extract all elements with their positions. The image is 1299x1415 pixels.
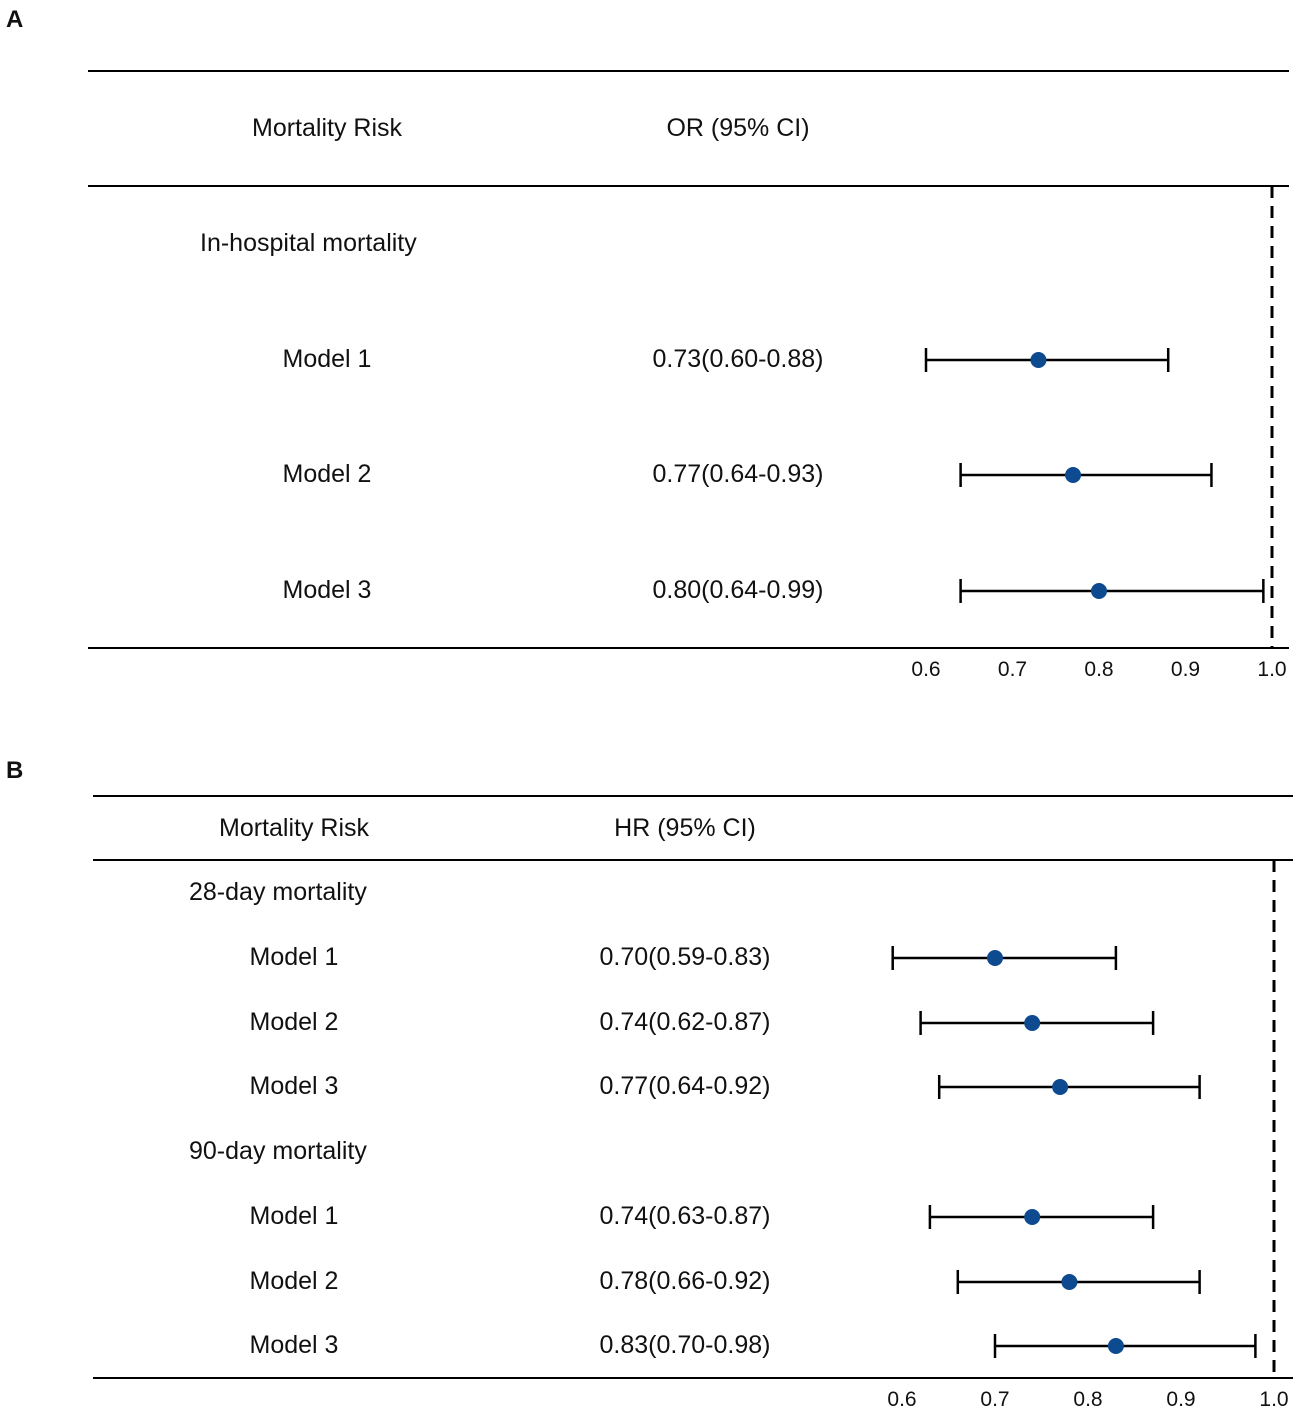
- header-rule: [93, 859, 1293, 861]
- x-tick-label: 0.9: [1170, 657, 1201, 681]
- x-tick-label: 0.6: [887, 1387, 917, 1411]
- row-estimate-text: 0.70(0.59-0.83): [599, 942, 771, 971]
- top-rule: [93, 795, 1293, 797]
- estimate-point: [1091, 583, 1107, 599]
- estimate-point: [1052, 1079, 1069, 1095]
- row-estimate-text: 0.74(0.63-0.87): [599, 1201, 771, 1230]
- estimate-point: [1061, 1274, 1078, 1290]
- row-estimate-text: 0.83(0.70-0.98): [599, 1330, 771, 1359]
- row-label: Model 2: [282, 459, 372, 488]
- row-label: Model 1: [249, 942, 339, 971]
- row-label: Model 3: [282, 575, 372, 604]
- group-label: In-hospital mortality: [200, 228, 417, 257]
- top-rule: [88, 70, 1289, 72]
- column-header-label: Mortality Risk: [218, 813, 370, 842]
- row-label: Model 1: [249, 1201, 339, 1230]
- bottom-rule: [88, 647, 1289, 649]
- x-tick-label: 1.0: [1259, 1387, 1289, 1411]
- row-label: Model 1: [282, 344, 372, 373]
- row-label: Model 3: [249, 1071, 339, 1100]
- panel-label: A: [6, 6, 24, 33]
- x-tick-label: 0.8: [1084, 657, 1114, 681]
- row-estimate-text: 0.73(0.60-0.88): [652, 344, 824, 373]
- x-tick-label: 0.7: [980, 1387, 1010, 1411]
- x-tick-label: 0.9: [1166, 1387, 1196, 1411]
- estimate-point: [1030, 352, 1047, 368]
- group-label: 90-day mortality: [189, 1136, 367, 1165]
- row-label: Model 2: [249, 1266, 339, 1295]
- row-estimate-text: 0.77(0.64-0.93): [652, 459, 824, 488]
- panel-label: B: [6, 757, 24, 784]
- group-label: 28-day mortality: [189, 877, 367, 906]
- column-header-label: Mortality Risk: [251, 113, 403, 142]
- x-tick-label: 0.7: [997, 657, 1028, 681]
- header-rule: [88, 185, 1289, 187]
- row-estimate-text: 0.77(0.64-0.92): [599, 1071, 771, 1100]
- estimate-point: [987, 950, 1003, 966]
- column-header-stat: HR (95% CI): [614, 813, 756, 842]
- row-label: Model 2: [249, 1007, 339, 1036]
- row-label: Model 3: [249, 1330, 339, 1359]
- x-tick-label: 0.8: [1073, 1387, 1103, 1411]
- estimate-point: [1065, 467, 1082, 483]
- row-estimate-text: 0.74(0.62-0.87): [599, 1007, 771, 1036]
- x-tick-label: 0.6: [911, 657, 941, 681]
- estimate-point: [1107, 1338, 1124, 1354]
- row-estimate-text: 0.80(0.64-0.99): [652, 575, 824, 604]
- row-estimate-text: 0.78(0.66-0.92): [599, 1266, 771, 1295]
- bottom-rule: [93, 1377, 1293, 1379]
- x-tick-label: 1.0: [1257, 657, 1287, 681]
- estimate-point: [1024, 1015, 1041, 1031]
- estimate-point: [1024, 1209, 1041, 1225]
- column-header-stat: OR (95% CI): [666, 113, 810, 142]
